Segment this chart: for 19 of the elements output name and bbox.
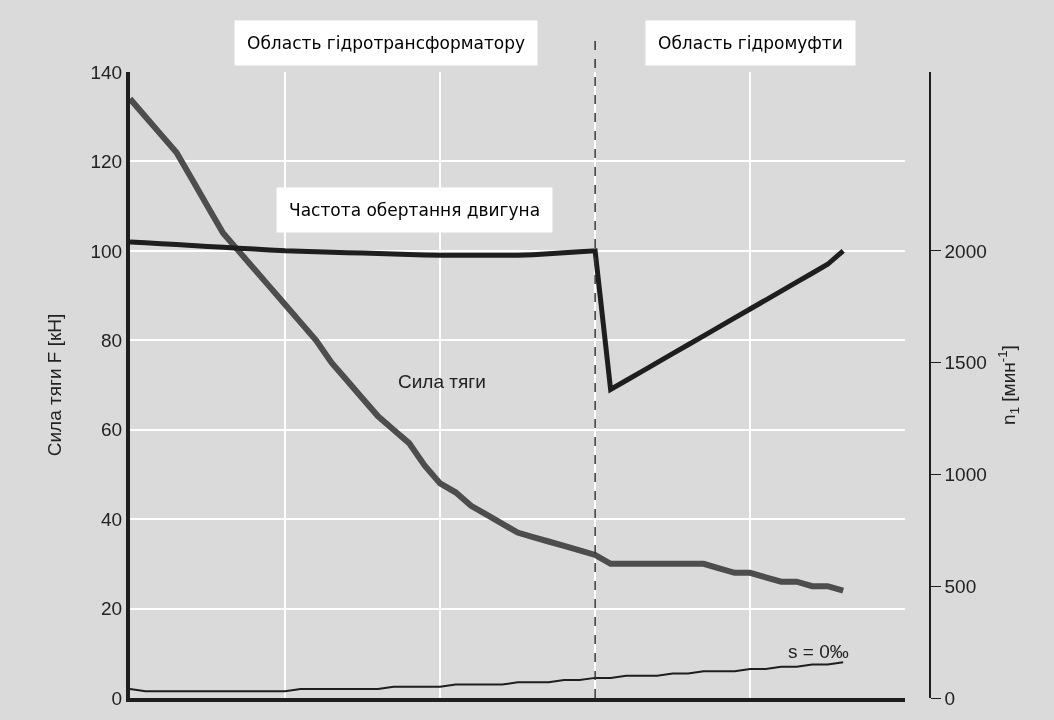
- y-tick-label: 140: [90, 61, 123, 83]
- y-tick-label: 100: [90, 240, 123, 262]
- y-axis-title: Сила тяги F [кН]: [43, 313, 65, 457]
- y-tick-label: 80: [101, 329, 123, 351]
- annotation: Сила тяги: [398, 371, 486, 392]
- annotation: Частота обертання двигуна: [289, 200, 541, 220]
- y2-tick-label: 2000: [944, 240, 987, 262]
- text: Область гідромуфти: [658, 33, 843, 53]
- text: Область гідротрансформатору: [247, 33, 526, 53]
- y2-tick-label: 0: [944, 687, 956, 709]
- annotation: s = 0‰: [788, 641, 849, 662]
- y2-tick-label: 500: [944, 575, 977, 597]
- y-tick-label: 0: [111, 687, 123, 709]
- y-tick-label: 120: [90, 151, 123, 173]
- y2-tick-label: 1000: [944, 464, 987, 486]
- y-tick-label: 40: [101, 508, 123, 530]
- y-tick-label: 20: [101, 598, 123, 620]
- y2-tick-label: 1500: [944, 352, 987, 374]
- y-tick-label: 60: [101, 419, 123, 441]
